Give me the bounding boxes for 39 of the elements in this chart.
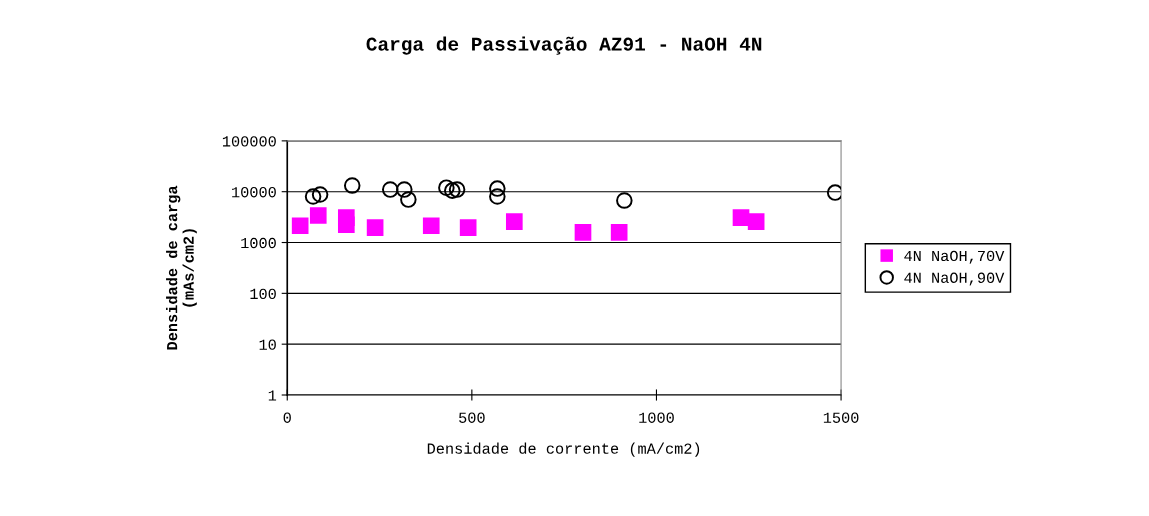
point (337, 216, 355, 234)
x-axis-title: Densidade de corrente (mA/cm2) (427, 442, 700, 457)
legend-label: 4N NaOH,70V (904, 250, 1005, 264)
point (422, 217, 440, 235)
y-tick-label: 1 (268, 390, 277, 401)
point (747, 213, 765, 231)
point (448, 181, 466, 198)
point (732, 209, 750, 226)
y-tick-label: 100 (250, 288, 276, 300)
y-tick-label: 10 (259, 339, 276, 350)
point (400, 191, 417, 208)
x-tick-label: 0 (283, 412, 291, 423)
point (366, 219, 384, 236)
point (574, 224, 592, 241)
point (304, 188, 322, 205)
point (438, 179, 455, 196)
legend-label: 4N NaOH,90V (904, 272, 1005, 286)
point (505, 213, 523, 231)
point (444, 182, 461, 199)
point (382, 181, 399, 198)
point (826, 184, 842, 201)
x-tick-label: 1000 (639, 412, 674, 423)
x-tick-label: 1500 (823, 412, 859, 423)
point (459, 219, 477, 236)
y-tick-label: 100000 (222, 136, 276, 147)
point (311, 186, 329, 203)
y-axis-title: Densidade de carga (mAs/cm2) (166, 185, 197, 350)
y-tick-label: 10000 (232, 187, 276, 198)
chart-title: Carga de Passivação AZ91 - NaOH 4N (366, 36, 762, 55)
x-tick-label: 500 (459, 412, 485, 423)
y-tick-label: 1000 (241, 237, 276, 249)
point (489, 180, 506, 197)
point (616, 192, 633, 209)
point (396, 181, 413, 198)
point (343, 177, 361, 194)
point (309, 207, 327, 224)
point (291, 217, 309, 235)
point (610, 224, 628, 241)
point (489, 188, 506, 205)
